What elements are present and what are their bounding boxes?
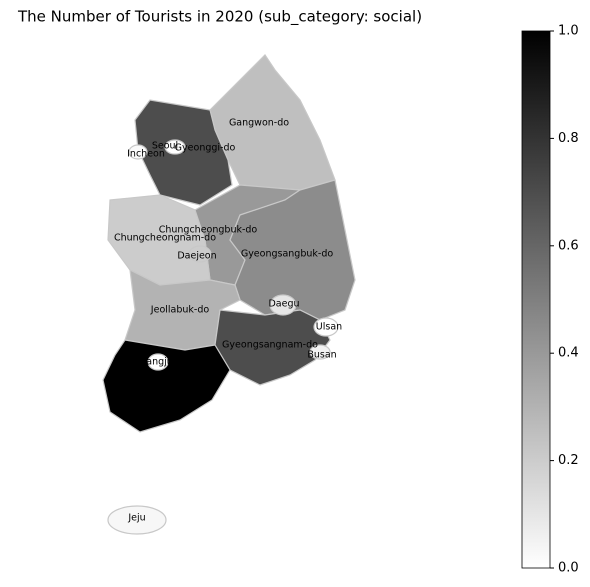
chart-title: The Number of Tourists in 2020 (sub_cate… — [17, 8, 422, 27]
colorbar-tick-label: 1.0 — [558, 24, 579, 39]
region-label: Gwangju — [131, 357, 173, 368]
region — [102, 339, 231, 433]
region-label: Ulsan — [316, 322, 342, 333]
colorbar-tick-label: 0.6 — [558, 238, 579, 253]
colorbar — [521, 30, 551, 569]
region — [128, 144, 148, 160]
region-label: Daegu — [268, 299, 299, 310]
region — [309, 344, 331, 360]
colorbar-tick-label: 0.8 — [558, 131, 579, 146]
region — [147, 353, 169, 371]
region-label: Busan — [307, 350, 336, 361]
regions — [102, 54, 356, 535]
colorbar-ticks: 0.0 0.2 0.4 0.6 0.8 1.0 — [550, 24, 579, 576]
region-label: Gangwon-do — [229, 118, 289, 129]
region-labels: Gangwon-do Gyeonggi-do Chungcheongbuk-doCh… — [114, 118, 342, 524]
colorbar-tick-label: 0.0 — [558, 561, 579, 576]
region — [164, 139, 186, 155]
region — [107, 505, 167, 535]
region-label: Jeju — [127, 513, 145, 524]
region-label: Chungcheongbuk-do — [159, 225, 258, 236]
region-label: Chungcheongnam-do — [114, 233, 216, 244]
region-label: Daejeon — [177, 251, 216, 262]
colorbar-tick-label: 0.4 — [558, 346, 579, 361]
colorbar-tick-label: 0.2 — [558, 453, 579, 468]
region-label: Jeollabuk-do — [150, 305, 210, 316]
region — [313, 317, 339, 337]
region-label: Gyeongsangbuk-do — [241, 249, 334, 260]
region — [188, 245, 212, 263]
region-label: Seoul — [152, 141, 178, 152]
region — [269, 294, 297, 316]
region-label: Incheon — [127, 149, 165, 160]
region-label: Gyeongsangnam-do — [222, 340, 318, 351]
region — [134, 99, 233, 206]
region-label: Gyeonggi-do — [175, 143, 236, 154]
